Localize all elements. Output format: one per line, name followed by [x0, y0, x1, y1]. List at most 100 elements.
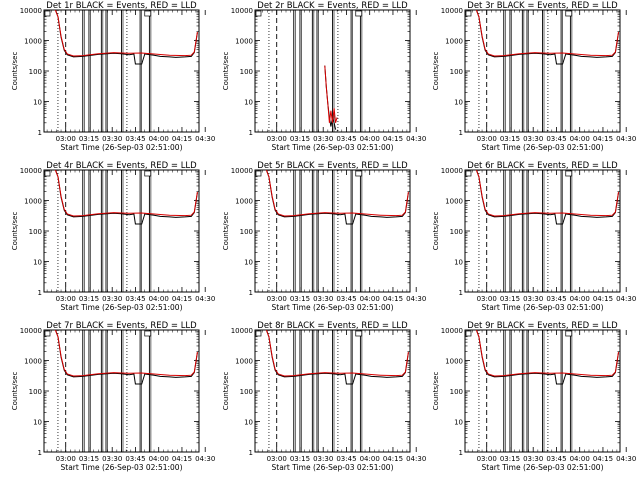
y-tick-label: 100: [450, 388, 463, 396]
flag-box: [355, 330, 363, 337]
x-axis-label: Start Time (26-Sep-03 02:51:00): [61, 143, 183, 152]
x-tick-label: 03:00: [477, 135, 497, 143]
y-tick-label: 10: [454, 99, 463, 107]
x-tick-label: 04:30: [195, 135, 215, 143]
panel-9: Det 9r BLACK = Events, RED = LLD 1 10 100 10…: [432, 321, 636, 472]
y-tick-label: 10: [454, 259, 463, 267]
x-tick-label: 04:00: [570, 295, 590, 303]
y-axis-label: Counts/sec: [432, 212, 440, 251]
y-tick-label: 1: [249, 289, 253, 297]
y-tick-label: 1000: [235, 198, 253, 206]
y-tick-label: 10000: [441, 167, 463, 175]
panel-title: Det 1r BLACK = Events, RED = LLD: [46, 1, 197, 11]
y-tick-label: 1000: [445, 198, 463, 206]
panel-6: Det 6r BLACK = Events, RED = LLD 1 10 100 10…: [432, 161, 636, 312]
flag-box: [144, 170, 152, 177]
panel-1: Det 1r BLACK = Events, RED = LLD 1 10 100 10…: [11, 1, 215, 152]
y-tick-label: 10000: [20, 167, 42, 175]
x-tick-label: 04:30: [195, 455, 215, 463]
y-axis-label: Counts/sec: [11, 372, 19, 411]
y-tick-label: 10: [33, 419, 42, 427]
x-tick-label: 04:15: [383, 295, 403, 303]
y-axis-label: Counts/sec: [432, 52, 440, 91]
x-tick-label: 03:45: [125, 455, 145, 463]
y-axis-label: Counts/sec: [222, 372, 230, 411]
y-tick-label: 1000: [445, 38, 463, 46]
y-tick-label: 100: [450, 68, 463, 76]
x-tick-label: 03:00: [267, 455, 287, 463]
series-line-lld: [265, 330, 409, 377]
flag-box: [144, 10, 152, 17]
x-tick-label: 03:45: [546, 135, 566, 143]
x-tick-label: 04:00: [360, 455, 380, 463]
y-tick-label: 10000: [231, 7, 253, 15]
flag-box: [465, 330, 472, 337]
y-tick-label: 100: [450, 228, 463, 236]
x-tick-label: 04:00: [360, 295, 380, 303]
flag-box: [44, 170, 51, 177]
x-tick-label: 04:15: [593, 135, 613, 143]
x-tick-label: 04:15: [172, 135, 192, 143]
y-tick-label: 10: [33, 99, 42, 107]
y-tick-label: 1000: [24, 358, 42, 366]
x-axis-label: Start Time (26-Sep-03 02:51:00): [482, 463, 604, 472]
panel-4: Det 4r BLACK = Events, RED = LLD 1 10 100 10…: [11, 161, 215, 312]
flag-box: [255, 10, 262, 17]
y-axis-label: Counts/sec: [222, 52, 230, 91]
y-tick-label: 1000: [235, 358, 253, 366]
x-tick-label: 03:45: [336, 135, 356, 143]
x-tick-label: 03:30: [313, 135, 333, 143]
panel-title: Det 7r BLACK = Events, RED = LLD: [46, 321, 197, 331]
x-tick-label: 04:15: [593, 295, 613, 303]
x-tick-label: 04:30: [616, 135, 636, 143]
x-tick-label: 03:15: [290, 135, 310, 143]
flag-box: [565, 170, 573, 177]
y-tick-label: 10: [454, 419, 463, 427]
y-tick-label: 10000: [20, 327, 42, 335]
x-tick-label: 03:15: [290, 455, 310, 463]
panel-5: Det 5r BLACK = Events, RED = LLD 1 10 100 10…: [222, 161, 426, 312]
panel-8: Det 8r BLACK = Events, RED = LLD 1 10 100 10…: [222, 321, 426, 472]
x-tick-label: 03:15: [290, 295, 310, 303]
x-tick-label: 03:30: [102, 295, 122, 303]
x-tick-label: 03:30: [313, 295, 333, 303]
y-axis-label: Counts/sec: [222, 212, 230, 251]
y-tick-label: 10: [244, 259, 253, 267]
x-tick-label: 04:15: [172, 295, 192, 303]
x-tick-label: 04:00: [149, 135, 169, 143]
panel-2: Det 2r BLACK = Events, RED = LLD 1 10 100 10…: [222, 1, 426, 152]
y-tick-label: 1: [459, 449, 463, 457]
y-tick-label: 100: [240, 228, 253, 236]
x-tick-label: 04:30: [195, 295, 215, 303]
flag-box: [355, 10, 363, 17]
flag-box: [565, 330, 573, 337]
x-tick-label: 03:00: [56, 135, 76, 143]
x-tick-label: 03:30: [523, 135, 543, 143]
x-tick-label: 04:30: [406, 135, 426, 143]
panel-title: Det 8r BLACK = Events, RED = LLD: [257, 321, 408, 331]
x-tick-label: 03:45: [125, 135, 145, 143]
flag-box: [144, 330, 152, 337]
panel-title: Det 2r BLACK = Events, RED = LLD: [257, 1, 408, 11]
y-axis-label: Counts/sec: [11, 52, 19, 91]
x-tick-label: 04:00: [360, 135, 380, 143]
x-tick-label: 04:15: [593, 455, 613, 463]
panel-7: Det 7r BLACK = Events, RED = LLD 1 10 100 10…: [11, 321, 215, 472]
x-tick-label: 03:30: [523, 295, 543, 303]
y-tick-label: 100: [29, 228, 42, 236]
y-tick-label: 1: [38, 129, 42, 137]
x-tick-label: 04:00: [149, 455, 169, 463]
series-line-lld: [54, 330, 198, 377]
y-tick-label: 10000: [20, 7, 42, 15]
x-axis-label: Start Time (26-Sep-03 02:51:00): [272, 303, 394, 312]
x-tick-label: 03:15: [500, 135, 520, 143]
x-tick-label: 04:00: [149, 295, 169, 303]
x-tick-label: 03:00: [477, 295, 497, 303]
y-tick-label: 1: [249, 449, 253, 457]
panel-title: Det 9r BLACK = Events, RED = LLD: [467, 321, 618, 331]
x-tick-label: 04:15: [172, 455, 192, 463]
x-axis-label: Start Time (26-Sep-03 02:51:00): [61, 463, 183, 472]
y-tick-label: 1: [459, 289, 463, 297]
series-line-lld: [475, 170, 619, 217]
